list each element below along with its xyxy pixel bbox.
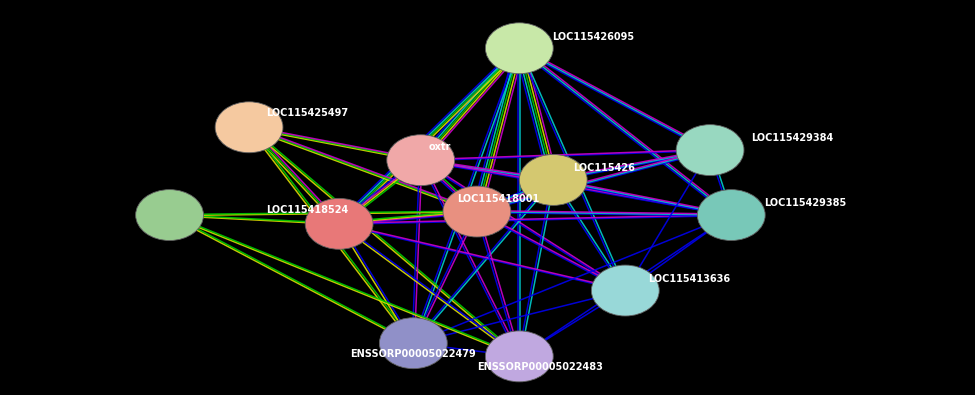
Text: LOC115429385: LOC115429385 — [764, 198, 846, 208]
Text: LOC115425497: LOC115425497 — [266, 108, 348, 118]
Text: ENSSORP00005022479: ENSSORP00005022479 — [350, 349, 476, 359]
Text: LOC115429384: LOC115429384 — [752, 133, 834, 143]
Text: LOC115426: LOC115426 — [573, 163, 635, 173]
Ellipse shape — [305, 198, 373, 249]
Ellipse shape — [215, 102, 283, 153]
Text: LOC115413636: LOC115413636 — [647, 274, 730, 284]
Ellipse shape — [697, 190, 765, 241]
Ellipse shape — [676, 125, 744, 175]
Ellipse shape — [486, 331, 553, 382]
Ellipse shape — [520, 154, 587, 205]
Ellipse shape — [387, 135, 454, 186]
Text: LOC115418524: LOC115418524 — [266, 205, 348, 215]
Ellipse shape — [443, 186, 511, 237]
Text: oxtr: oxtr — [429, 142, 451, 152]
Ellipse shape — [592, 265, 659, 316]
Ellipse shape — [136, 190, 204, 241]
Text: ENSSORP00005022483: ENSSORP00005022483 — [478, 362, 604, 372]
Text: LOC115426095: LOC115426095 — [553, 32, 635, 42]
Ellipse shape — [379, 318, 448, 369]
Text: LOC115418001: LOC115418001 — [457, 194, 539, 204]
Ellipse shape — [486, 23, 553, 74]
